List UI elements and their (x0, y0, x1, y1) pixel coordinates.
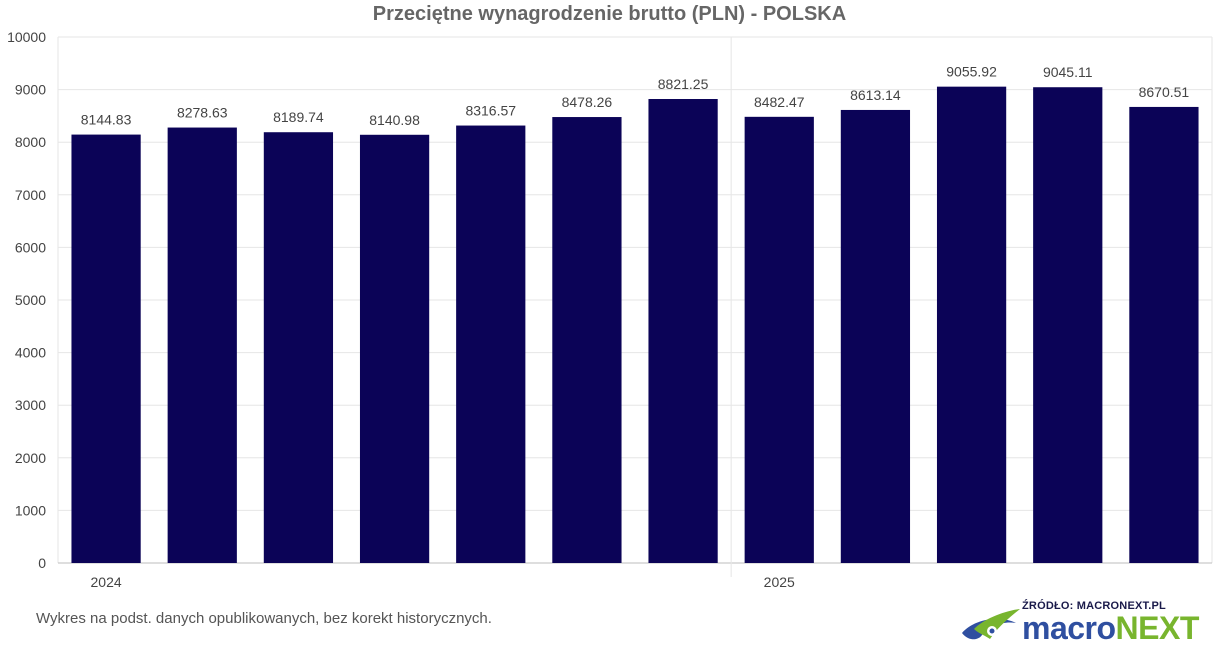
y-axis-ticks: 0 1000 2000 3000 4000 5000 6000 7000 8000 9000 100… (7, 29, 46, 571)
bar (263, 132, 334, 564)
x-axis-ticks: 2024 2025 (91, 574, 796, 590)
data-label: 8189.74 (273, 109, 324, 125)
bars (71, 86, 1199, 564)
y-tick-label: 9000 (15, 82, 46, 98)
y-tick-label: 1000 (15, 502, 46, 518)
chart-title: Przeciętne wynagrodzenie brutto (PLN) - … (372, 3, 847, 25)
y-tick-label: 2000 (15, 450, 46, 466)
source-label: ŹRÓDŁO: MACRONEXT.PL (1022, 600, 1166, 612)
y-tick-label: 4000 (15, 345, 46, 361)
bar (167, 127, 237, 563)
y-tick-label: 7000 (15, 187, 46, 203)
data-label: 8144.83 (81, 112, 132, 128)
grid-lines (57, 36, 1213, 577)
bar (648, 99, 718, 563)
bar (1033, 87, 1103, 564)
data-label: 8482.47 (754, 94, 805, 110)
data-label: 8670.51 (1139, 84, 1190, 100)
bar (456, 125, 526, 564)
bar (744, 116, 814, 563)
y-tick-label: 6000 (15, 239, 46, 255)
y-tick-label: 3000 (15, 397, 46, 413)
macronext-logo-icon (962, 609, 1020, 640)
bar (71, 134, 141, 563)
data-label: 8278.63 (177, 105, 228, 121)
bar (552, 117, 622, 564)
data-label: 8316.57 (465, 103, 516, 119)
bar (840, 109, 911, 563)
data-label: 8613.14 (850, 87, 901, 103)
data-label: 9045.11 (1043, 64, 1093, 80)
y-tick-label: 10000 (7, 29, 46, 45)
data-labels: 8144.83 8278.63 8189.74 8140.98 8316.57 8478.… (81, 64, 1190, 128)
bar (936, 86, 1007, 564)
logo-text-next: NEXT (1115, 610, 1200, 646)
data-label: 8821.25 (658, 76, 709, 92)
bar (359, 134, 430, 563)
y-tick-label: 5000 (15, 292, 46, 308)
x-tick-label: 2025 (764, 574, 795, 590)
logo-text-macro: macro (1022, 610, 1116, 646)
data-label: 8140.98 (369, 112, 420, 128)
footnote: Wykres na podst. danych opublikowanych, … (36, 610, 492, 627)
data-label: 9055.92 (946, 64, 997, 80)
x-tick-label: 2024 (91, 574, 122, 590)
data-label: 8478.26 (562, 94, 613, 110)
logo-wordmark: macroNEXT (1022, 610, 1199, 646)
y-tick-label: 0 (38, 555, 46, 571)
bar-chart: 0 1000 2000 3000 4000 5000 6000 7000 8000 9000 100… (7, 29, 1213, 590)
bar (1129, 106, 1199, 563)
y-tick-label: 8000 (15, 134, 46, 150)
